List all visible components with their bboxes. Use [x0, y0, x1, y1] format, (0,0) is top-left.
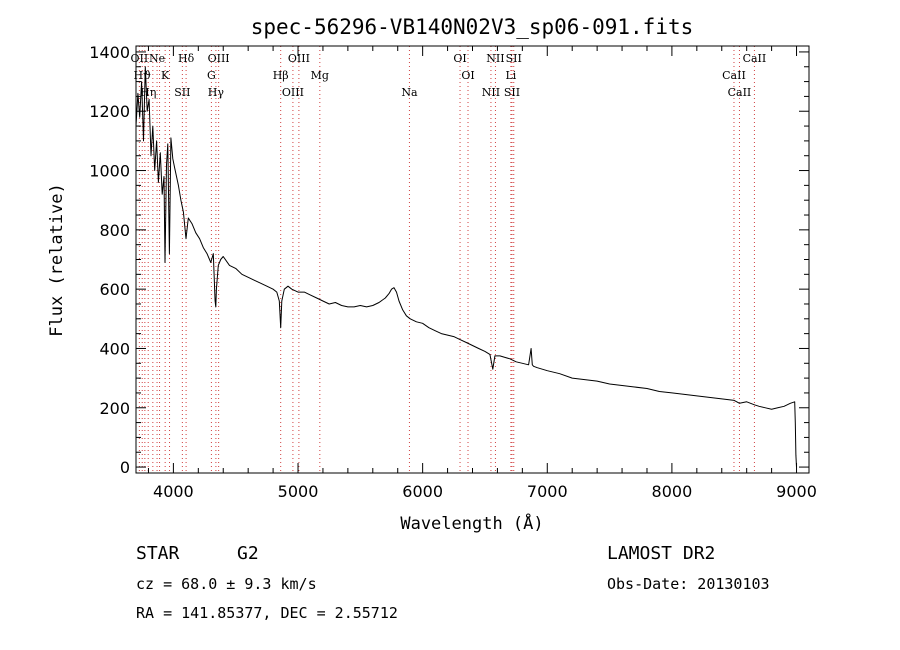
- y-tick-label: 1400: [89, 43, 130, 62]
- spectral-line-label: OIII: [208, 52, 230, 65]
- axis-ticks: 4000 5000 6000 7000 8000 9000 0 200 400 600 800 100…: [89, 43, 817, 501]
- plot-frame: [135, 45, 810, 474]
- x-tick-label: 6000: [402, 482, 443, 501]
- spectral-line-label: CaII: [728, 86, 752, 99]
- spectral-line-label: Hβ: [273, 69, 289, 82]
- y-tick-label: 400: [99, 339, 130, 358]
- spectral-line-label: SII: [174, 86, 190, 99]
- y-tick-label: 800: [99, 221, 130, 240]
- y-axis-label: Flux (relative): [47, 183, 67, 337]
- x-tick-label: 7000: [527, 482, 568, 501]
- chart-title: spec-56296-VB140N02V3_sp06-091.fits: [251, 15, 694, 39]
- spectral-line-label: SII: [506, 52, 522, 65]
- coordinates: RA = 141.85377, DEC = 2.55712: [136, 604, 398, 622]
- y-tick-label: 1000: [89, 162, 130, 181]
- spectral-line-label: CaII: [722, 69, 746, 82]
- spectral-line-label: CaII: [743, 52, 767, 65]
- survey-name: LAMOST DR2: [607, 543, 716, 564]
- spectral-line-label: SII: [504, 86, 520, 99]
- spectral-line-label: Mg: [311, 69, 329, 82]
- spectral-line-label: Li: [505, 69, 516, 82]
- x-axis-label: Wavelength (Å): [400, 512, 543, 534]
- redshift-velocity: cz = 68.0 ± 9.3 km/s: [136, 575, 317, 593]
- spectral-line-label: OI: [453, 52, 466, 65]
- y-tick-label: 0: [120, 458, 130, 477]
- spectral-line-label: OIII: [288, 52, 310, 65]
- spectral-line-label: Na: [401, 86, 418, 99]
- spectral-line-label: Ne: [149, 52, 165, 65]
- spectral-line-label: OI: [461, 69, 474, 82]
- flux-series-line: [135, 66, 797, 468]
- spectral-line-labels: OIIHϑHηNeKSIIHδGHγOIIIHβOIIIOIIIMgNaOIOI…: [131, 52, 767, 99]
- spectral-line-label: OIII: [282, 86, 304, 99]
- y-tick-label: 600: [99, 280, 130, 299]
- spectral-line-label: Hγ: [208, 86, 225, 99]
- spectral-line-label: NII: [486, 52, 504, 65]
- spectral-line-label: Hδ: [178, 52, 195, 65]
- spectrum-chart: spec-56296-VB140N02V3_sp06-091.fits OII H…: [47, 15, 817, 534]
- y-tick-label: 1200: [89, 102, 130, 121]
- spectral-line-label: K: [161, 69, 170, 82]
- x-tick-label: 8000: [652, 482, 693, 501]
- object-subclass: G2: [237, 543, 259, 564]
- spectral-line-label: G: [207, 69, 216, 82]
- spectral-line-label: NII: [482, 86, 500, 99]
- spectral-line-label: Hϑ: [133, 69, 151, 82]
- object-class: STAR: [136, 543, 180, 564]
- spectral-line-label: OII: [131, 52, 149, 65]
- y-tick-label: 200: [99, 399, 130, 418]
- x-tick-label: 4000: [153, 482, 194, 501]
- x-tick-label: 9000: [776, 482, 817, 501]
- x-tick-label: 5000: [278, 482, 319, 501]
- observation-date: Obs-Date: 20130103: [607, 575, 770, 593]
- spectral-line-markers: [138, 46, 755, 473]
